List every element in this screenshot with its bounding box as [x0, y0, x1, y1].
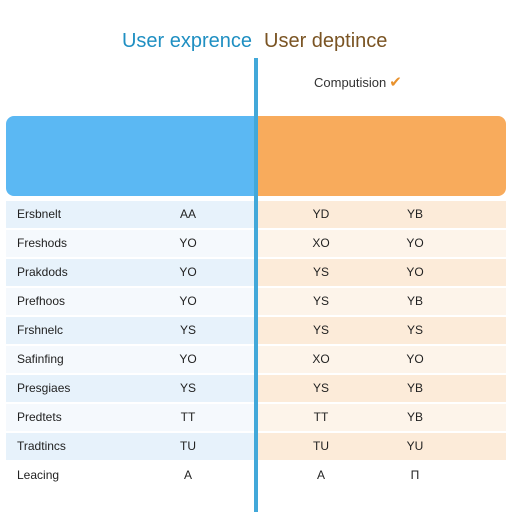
row-value-c: YU	[406, 439, 424, 453]
row-value-b: A	[316, 468, 325, 482]
table-row: Ersbnelt AA YD YB	[6, 200, 506, 229]
row-value-c: YB	[406, 381, 423, 395]
row-value-c: YB	[406, 410, 423, 424]
row-value-c: Π	[410, 468, 420, 482]
row-value-a: YO	[179, 352, 197, 366]
user-experience-header-band	[6, 116, 256, 196]
row-label: Safinfing	[17, 352, 64, 366]
row-label: Freshods	[17, 236, 68, 250]
row-label: Prefhoos	[17, 294, 66, 308]
row-value-b: YS	[312, 294, 329, 308]
table-row: Safinfing YO XO YO	[6, 345, 506, 374]
row-label: Ersbnelt	[17, 207, 62, 221]
row-label: Tradtincs	[17, 439, 66, 453]
user-experience-title: User exprence	[121, 30, 252, 52]
row-value-b: YS	[312, 323, 329, 337]
table-row: Tradtincs TU TU YU	[6, 432, 506, 461]
row-value-b: YD	[312, 207, 330, 221]
row-value-b: YS	[312, 265, 329, 279]
table-row: Predtets TT TT YB	[6, 403, 506, 432]
row-label: Leacing	[17, 468, 60, 482]
row-value-c: YO	[406, 265, 424, 279]
row-value-b: YS	[312, 381, 329, 395]
row-value-a: YS	[179, 381, 196, 395]
row-value-a: YO	[179, 294, 197, 308]
table-row: Freshods YO XO YO	[6, 229, 506, 258]
row-label: Prakdods	[17, 265, 68, 279]
row-value-b: XO	[312, 236, 330, 250]
row-value-a: YO	[179, 265, 197, 279]
comparison-table: Ersbnelt AA YD YB Freshods YO XO YO Prak…	[6, 200, 506, 490]
row-value-a: AA	[179, 207, 196, 221]
table-row: Leacing A A Π	[6, 461, 506, 490]
row-value-c: YB	[406, 294, 423, 308]
row-value-c: YB	[406, 207, 423, 221]
check-icon: ✔	[389, 74, 402, 91]
row-value-a: YS	[179, 323, 196, 337]
row-value-c: YS	[406, 323, 423, 337]
user-deptince-header-band	[256, 116, 506, 196]
row-label: Frshnelc	[17, 323, 64, 337]
column-divider	[254, 58, 258, 512]
row-value-b: TU	[313, 439, 329, 453]
row-label: Presgiaes	[17, 381, 71, 395]
table-row: Presgiaes YS YS YB	[6, 374, 506, 403]
row-value-a: YO	[179, 236, 197, 250]
row-value-b: XO	[312, 352, 330, 366]
user-deptince-title: User deptince	[264, 30, 388, 52]
row-value-c: YO	[406, 236, 424, 250]
table-row: Prakdods YO YS YO	[6, 258, 506, 287]
row-value-a: TU	[180, 439, 196, 453]
row-label: Predtets	[17, 410, 62, 424]
table-row: Prefhoos YO YS YB	[6, 287, 506, 316]
row-value-c: YO	[406, 352, 424, 366]
subtitle-text: Computision	[314, 75, 387, 90]
row-value-a: TT	[180, 410, 196, 424]
row-value-a: A	[183, 468, 192, 482]
table-row: Frshnelc YS YS YS	[6, 316, 506, 345]
row-value-b: TT	[313, 410, 329, 424]
computision-label: Computision ✔	[314, 73, 402, 91]
